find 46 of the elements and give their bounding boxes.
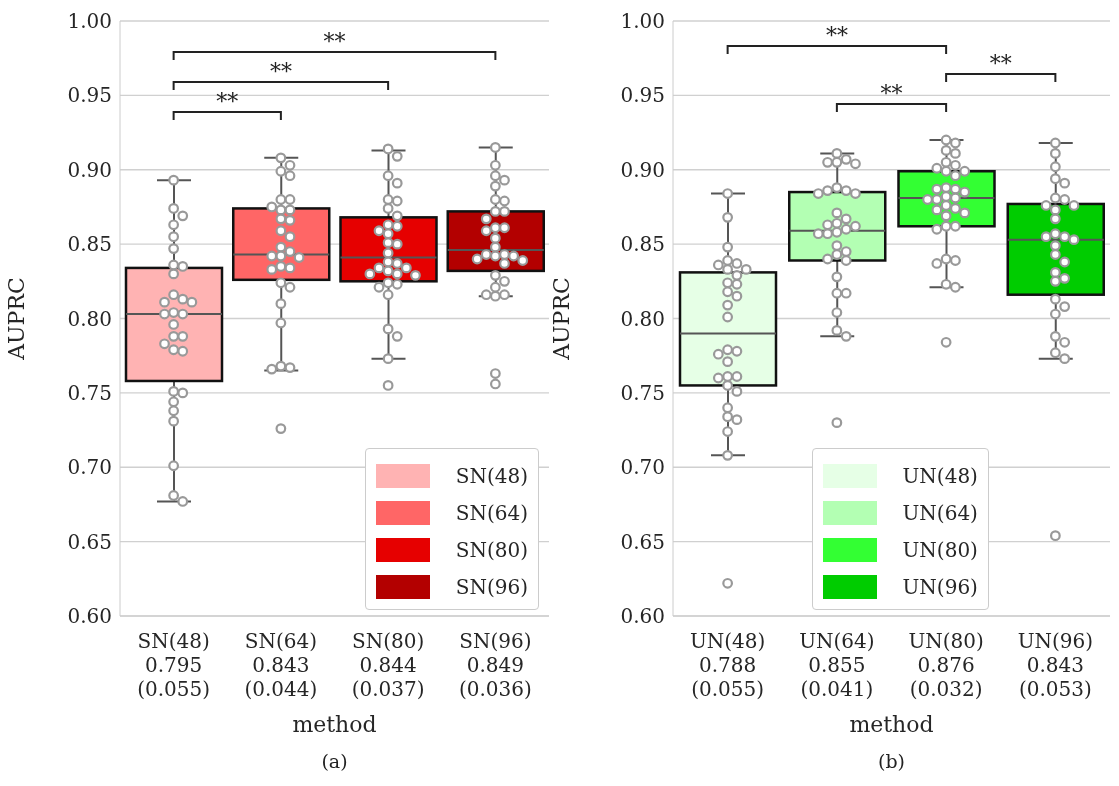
x-tick-label: SN(96) 0.849 (0.036) [458,629,532,701]
x-tick-label: SN(64) 0.843 (0.044) [244,629,318,701]
x-tick-label: SN(48) 0.795 (0.055) [137,629,211,701]
y-tick-label: 0.80 [620,306,665,331]
annotation: ** [825,23,848,48]
y-tick-label: 0.60 [67,604,112,629]
y-axis-title: AUPRC [3,277,29,361]
annotation: ** [323,29,346,54]
x-tick-label: UN(96) 0.843 (0.053) [1017,629,1094,701]
x-tick-label: UN(64) 0.855 (0.041) [799,629,875,701]
x-tick-label: UN(48) 0.788 (0.055) [689,629,766,701]
annotation: ** [989,51,1012,76]
x-axis-title: method [849,712,934,737]
y-tick-label: 0.70 [620,455,665,480]
y-tick-label: 0.75 [620,380,665,405]
legend-label: SN(96) [455,574,528,599]
y-tick-label: 0.90 [620,157,665,182]
x-tick-label: SN(80) 0.844 (0.037) [351,629,425,701]
x-tick-label: UN(80) 0.876 (0.032) [908,629,984,701]
y-axis-title: AUPRC [548,277,574,361]
y-tick-label: 0.60 [620,604,665,629]
legend-label: UN(80) [902,537,978,562]
text: (b) [877,750,906,772]
x-axis-title: method [292,712,377,737]
annotation: ** [216,89,239,114]
annotation: ** [880,81,903,106]
legend-label: UN(96) [902,574,978,599]
y-tick-label: 0.85 [620,232,665,257]
y-tick-label: 0.70 [67,455,112,480]
y-tick-label: 0.85 [67,232,112,257]
y-tick-label: 0.65 [67,529,112,554]
text: (a) [320,750,349,772]
legend-label: UN(48) [902,463,978,488]
y-tick-label: 1.00 [67,9,112,34]
legend-label: SN(48) [455,463,528,488]
legend-label: SN(64) [455,500,528,525]
annotation: ** [269,59,292,84]
y-tick-label: 0.65 [620,529,665,554]
legend-label: UN(64) [902,500,978,525]
legend-label: SN(80) [455,537,528,562]
y-tick-label: 0.90 [67,157,112,182]
y-tick-label: 0.75 [67,380,112,405]
y-tick-label: 0.95 [620,83,665,108]
y-tick-label: 0.95 [67,83,112,108]
y-tick-label: 0.80 [67,306,112,331]
y-tick-label: 1.00 [620,9,665,34]
